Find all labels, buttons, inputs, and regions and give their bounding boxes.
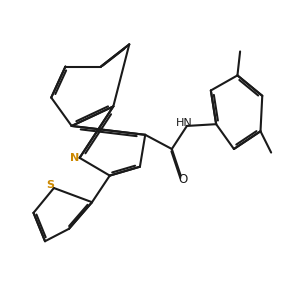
Text: HN: HN [176,118,193,128]
Text: S: S [46,180,54,190]
Text: O: O [179,173,188,186]
Text: N: N [70,153,79,163]
